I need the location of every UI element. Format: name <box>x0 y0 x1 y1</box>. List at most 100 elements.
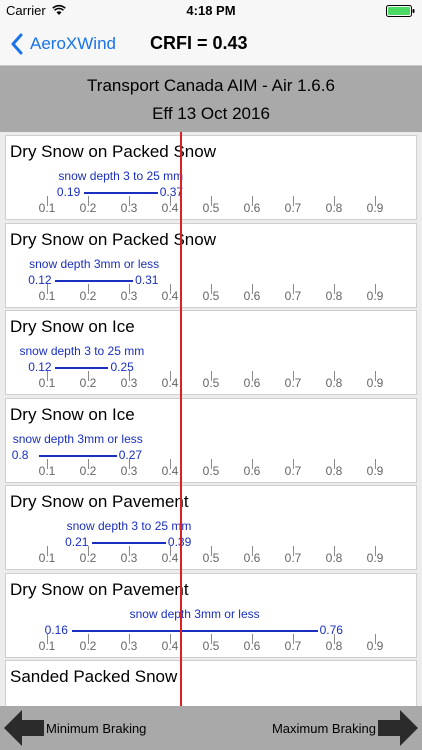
range-label: snow depth 3 to 25 mm <box>58 169 184 183</box>
range-bar <box>83 192 158 194</box>
axis-tick <box>47 196 48 206</box>
axis-tick <box>88 458 89 469</box>
surface-card[interactable]: Dry Snow on Packed Snow snow depth 3mm or… <box>5 222 417 308</box>
surface-card[interactable]: Dry Snow on Pavement snow depth 3mm or le… <box>5 572 417 658</box>
axis-tick <box>170 196 171 206</box>
axis-tick-label: 0.3 <box>120 201 138 215</box>
axis-tick <box>47 283 48 294</box>
range-high-value: 0.31 <box>135 272 159 287</box>
reference-header: Transport Canada AIM - Air 1.6.6 Eff 13 … <box>0 66 422 132</box>
axis-tick <box>252 371 253 381</box>
axis-tick-label: 0.7 <box>284 376 302 390</box>
clock: 4:18 PM <box>186 3 236 18</box>
axis-tick <box>375 546 376 556</box>
axis-tick <box>375 458 376 469</box>
axis-tick-label: 0.9 <box>366 376 384 390</box>
axis-tick <box>88 196 89 206</box>
back-label: AeroXWind <box>30 34 116 53</box>
axis-tick-label: 0.5 <box>202 463 220 478</box>
maximum-braking-button[interactable]: Maximum Braking <box>272 706 422 750</box>
minimum-braking-button[interactable]: Minimum Braking <box>0 706 146 750</box>
axis-tick <box>211 196 212 206</box>
axis-tick <box>170 371 171 381</box>
axis-tick <box>252 633 253 644</box>
surface-card[interactable]: Sanded Packed Snow <box>5 660 417 706</box>
axis-tick-label: 0.9 <box>366 638 384 653</box>
surface-card[interactable]: Dry Snow on Ice snow depth 3mm or less 0.8… <box>5 397 417 483</box>
axis-tick-label: 0.9 <box>366 288 384 303</box>
axis-tick-label: 0.4 <box>161 551 179 565</box>
axis-tick-label: 0.4 <box>161 288 179 303</box>
axis-tick-label: 0.5 <box>202 551 220 565</box>
axis-tick-label: 0.7 <box>284 201 302 215</box>
surface-title: Sanded Packed Snow <box>10 667 178 686</box>
axis-tick <box>129 283 130 294</box>
axis-tick-label: 0.6 <box>243 376 261 390</box>
axis-tick <box>375 371 376 381</box>
axis-tick-label: 0.4 <box>161 463 179 478</box>
axis-tick-label: 0.2 <box>79 376 97 390</box>
axis-tick <box>211 546 212 556</box>
axis-tick-label: 0.5 <box>202 288 220 303</box>
axis-tick <box>129 371 130 381</box>
arrow-right-icon <box>378 710 418 746</box>
axis-tick <box>293 196 294 206</box>
crfi-marker-line <box>180 132 183 706</box>
axis-tick-label: 0.1 <box>38 551 56 565</box>
status-bar: Carrier 4:18 PM <box>0 0 422 22</box>
axis-tick <box>211 371 212 381</box>
axis-tick-label: 0.2 <box>79 288 97 303</box>
axis-tick <box>170 283 171 294</box>
axis-tick-label: 0.2 <box>79 638 97 653</box>
back-button[interactable]: AeroXWind <box>10 32 116 56</box>
axis-tick-label: 0.7 <box>284 551 302 565</box>
axis-tick <box>211 283 212 294</box>
axis-tick-label: 0.8 <box>325 288 343 303</box>
axis-tick-label: 0.5 <box>202 376 220 390</box>
axis-tick <box>293 371 294 381</box>
axis-tick-label: 0.2 <box>79 201 97 215</box>
axis-tick-label: 0.6 <box>243 638 261 653</box>
page-title: CRFI = 0.43 <box>150 33 248 53</box>
range-low-value: 0.21 <box>65 535 89 549</box>
axis-tick <box>334 196 335 206</box>
axis-tick-label: 0.2 <box>79 551 97 565</box>
axis-tick <box>375 633 376 644</box>
range-label: snow depth 3 to 25 mm <box>66 519 192 533</box>
axis-tick <box>211 458 212 469</box>
axis-tick <box>47 371 48 381</box>
axis-tick <box>375 196 376 206</box>
axis-tick <box>170 458 171 469</box>
axis-tick-label: 0.1 <box>38 638 56 653</box>
axis-tick-label: 0.1 <box>38 288 56 303</box>
axis-tick <box>252 283 253 294</box>
maximum-braking-label: Maximum Braking <box>271 720 376 736</box>
surface-title: Dry Snow on Pavement <box>10 579 189 599</box>
range-low-value: 0.12 <box>28 272 52 287</box>
axis-tick <box>375 283 376 294</box>
surface-card[interactable]: Dry Snow on Ice snow depth 3 to 25 mm 0.12… <box>5 310 417 395</box>
axis-tick-label: 0.6 <box>243 551 261 565</box>
surface-list[interactable]: Dry Snow on Packed Snow snow depth 3 to 2… <box>0 132 422 706</box>
axis-tick <box>211 633 212 644</box>
axis-tick <box>47 633 48 644</box>
surface-card[interactable]: Dry Snow on Packed Snow snow depth 3 to 2… <box>5 135 417 220</box>
range-low-value: 0.19 <box>56 185 81 199</box>
battery-icon <box>386 5 415 17</box>
surface-title: Dry Snow on Pavement <box>10 492 189 511</box>
range-low-value: 0.8 <box>11 447 29 462</box>
axis-tick <box>293 546 294 556</box>
range-bar <box>38 454 117 457</box>
surface-card[interactable]: Dry Snow on Pavement snow depth 3 to 25 m… <box>5 485 417 570</box>
axis-tick <box>293 283 294 294</box>
axis-tick-label: 0.8 <box>325 201 343 215</box>
axis-tick <box>88 633 89 644</box>
axis-tick <box>334 633 335 644</box>
axis-tick-label: 0.2 <box>79 463 97 478</box>
range-bar <box>71 629 318 632</box>
range-high-value: 0.25 <box>110 360 134 374</box>
axis-tick-label: 0.9 <box>366 201 384 215</box>
range-label: snow depth 3mm or less <box>12 431 143 446</box>
axis-tick <box>293 458 294 469</box>
surface-title: Dry Snow on Ice <box>10 317 135 336</box>
